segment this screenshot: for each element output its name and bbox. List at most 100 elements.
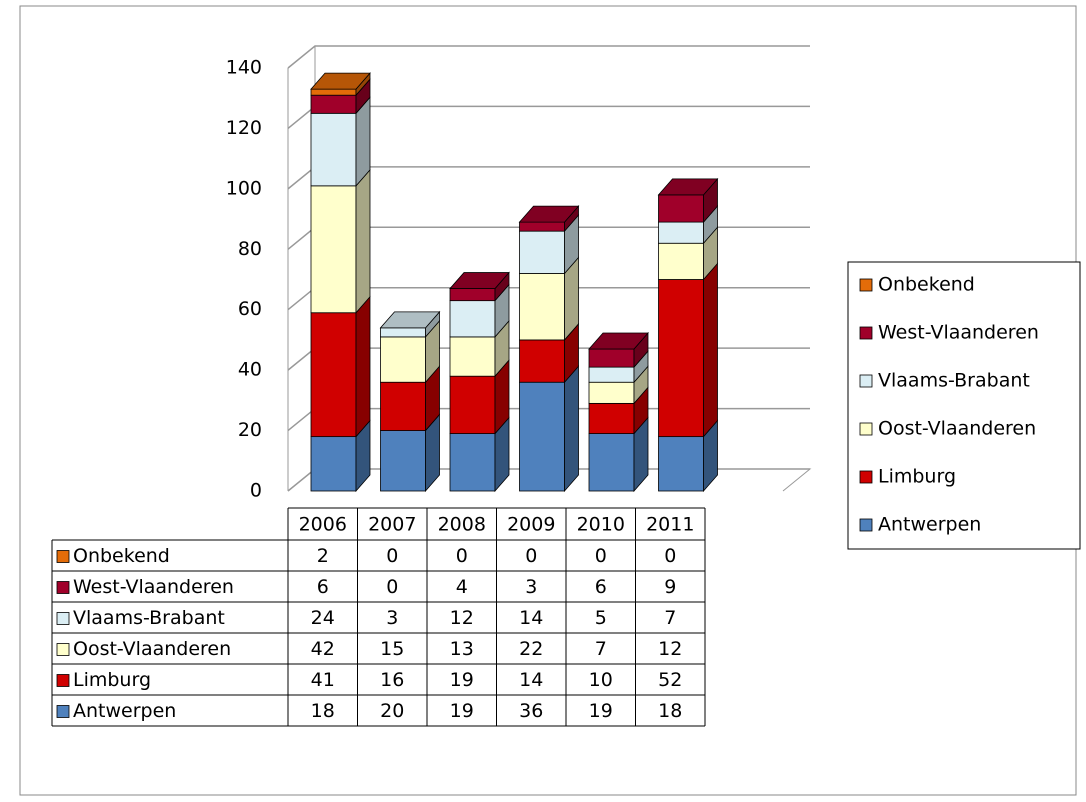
bar-segment <box>519 273 565 341</box>
bar-segment <box>310 94 357 114</box>
table-swatch <box>56 550 70 563</box>
bar-segment <box>588 366 635 383</box>
table-header: 2008 <box>438 514 486 536</box>
table-value: 22 <box>519 638 543 660</box>
bar-segment <box>658 436 704 492</box>
y-tick-label: 40 <box>238 359 262 381</box>
y-tick-label: 60 <box>238 298 262 320</box>
y-tick-label: 140 <box>226 57 262 79</box>
bar-segment <box>588 402 635 434</box>
bar-segment <box>519 230 565 274</box>
bar-segment <box>519 221 565 232</box>
bar-side <box>703 262 718 438</box>
table-row-label: Antwerpen <box>73 700 176 722</box>
legend-swatch <box>859 278 873 292</box>
y-tick-label: 100 <box>226 177 262 199</box>
table-row-label: Vlaams-Brabant <box>73 607 225 629</box>
table-value: 12 <box>658 638 682 660</box>
y-tick-label: 0 <box>250 480 262 502</box>
bar-top <box>518 205 580 223</box>
table-header: 2009 <box>507 514 555 536</box>
y-tick-label: 20 <box>238 419 262 441</box>
table-row-label: Limburg <box>73 669 151 691</box>
bar-segment <box>380 336 426 383</box>
table-value: 18 <box>658 700 682 722</box>
table-value: 36 <box>519 700 543 722</box>
table-value: 20 <box>380 700 404 722</box>
bar-segment <box>658 279 704 438</box>
table-swatch <box>56 581 70 594</box>
grid-line <box>287 45 810 69</box>
bar-segment <box>449 300 496 338</box>
table-value: 12 <box>450 607 474 629</box>
table-value: 2 <box>317 545 329 567</box>
bar-segment <box>449 433 496 492</box>
table-header: 2006 <box>299 514 347 536</box>
bar-side <box>355 168 371 314</box>
legend-swatch <box>859 326 873 340</box>
bar-segment <box>588 348 635 368</box>
bar-segment <box>519 381 565 492</box>
table-value: 7 <box>595 638 607 660</box>
legend-label: West-Vlaanderen <box>878 322 1039 344</box>
bar-side <box>564 365 579 493</box>
legend-swatch <box>859 422 873 436</box>
table-value: 0 <box>525 545 537 567</box>
table-value: 0 <box>595 545 607 567</box>
legend-swatch <box>859 374 873 388</box>
y-tick-label: 120 <box>226 117 262 139</box>
table-row-label: Onbekend <box>73 545 170 567</box>
table-value: 0 <box>386 545 398 567</box>
table-value: 15 <box>380 638 404 660</box>
legend-swatch <box>859 518 873 532</box>
table-value: 13 <box>450 638 474 660</box>
table-value: 18 <box>311 700 335 722</box>
table-value: 5 <box>595 607 607 629</box>
legend-box <box>847 261 1081 550</box>
legend-label: Limburg <box>878 466 956 488</box>
table-value: 14 <box>519 669 543 691</box>
bar-segment <box>310 436 357 492</box>
table-value: 9 <box>664 576 676 598</box>
bar-segment <box>588 433 635 492</box>
bar-segment <box>310 88 357 96</box>
legend-swatch <box>859 470 873 484</box>
bar-top <box>379 311 441 329</box>
table-value: 4 <box>456 576 468 598</box>
table-value: 6 <box>595 576 607 598</box>
bar-segment <box>449 336 496 377</box>
table-swatch <box>56 612 70 625</box>
table-value: 19 <box>589 700 613 722</box>
table-value: 6 <box>317 576 329 598</box>
bar-segment <box>380 327 426 338</box>
table-value: 14 <box>519 607 543 629</box>
table-value: 52 <box>658 669 682 691</box>
bar-top <box>657 178 719 196</box>
table-swatch <box>56 705 70 718</box>
legend-label: Antwerpen <box>878 514 981 536</box>
table-value: 42 <box>311 638 335 660</box>
table-value: 3 <box>525 576 537 598</box>
bar-segment <box>588 381 635 404</box>
table-row-label: West-Vlaanderen <box>73 576 234 598</box>
table-row-label: Oost-Vlaanderen <box>73 638 231 660</box>
table-value: 24 <box>311 607 335 629</box>
legend-label: Vlaams-Brabant <box>878 370 1030 392</box>
table-swatch <box>56 674 70 687</box>
table-value: 16 <box>380 669 404 691</box>
table-value: 19 <box>450 700 474 722</box>
bar-segment <box>658 242 704 280</box>
bar-segment <box>380 381 426 431</box>
table-header: 2007 <box>368 514 416 536</box>
table-header: 2011 <box>646 514 694 536</box>
legend-label: Oost-Vlaanderen <box>878 418 1036 440</box>
bar-segment <box>449 375 496 434</box>
legend-label: Onbekend <box>878 274 975 296</box>
table-value: 0 <box>664 545 676 567</box>
bar-segment <box>310 185 357 314</box>
bar-top <box>449 272 510 289</box>
table-value: 41 <box>311 669 335 691</box>
bar-segment <box>310 312 357 438</box>
table-value: 3 <box>386 607 398 629</box>
